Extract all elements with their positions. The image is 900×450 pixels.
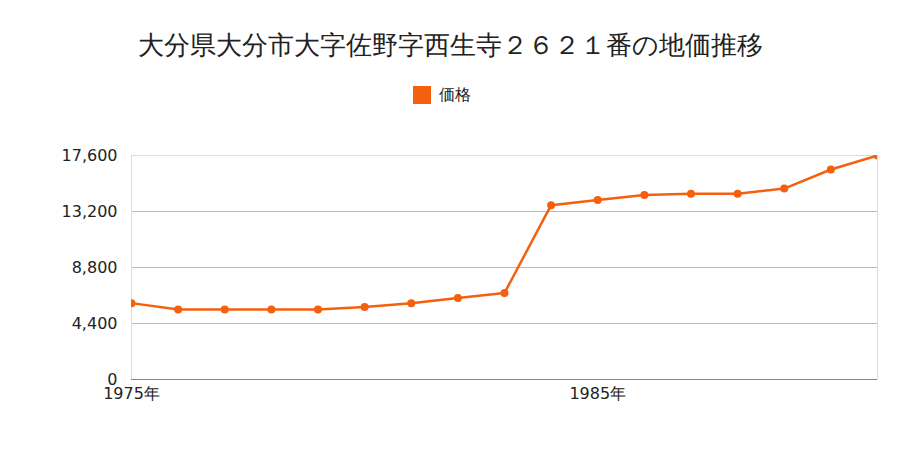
html-text:価格: 価格	[439, 84, 471, 104]
svg-text:1975年: 1975年	[103, 384, 160, 403]
svg-text:4,400: 4,400	[72, 314, 118, 333]
svg-text:8,800: 8,800	[72, 258, 118, 277]
svg-text:17,600: 17,600	[62, 146, 118, 165]
svg-text:0: 0	[107, 369, 118, 389]
html-text:大分県大分市大字佐野字西生寺２６２１番の地価推移: 大分県大分市大字佐野字西生寺２６２１番の地価推移	[137, 30, 763, 60]
svg-text:1985年: 1985年	[569, 384, 626, 403]
svg-text:13,200: 13,200	[62, 202, 118, 221]
